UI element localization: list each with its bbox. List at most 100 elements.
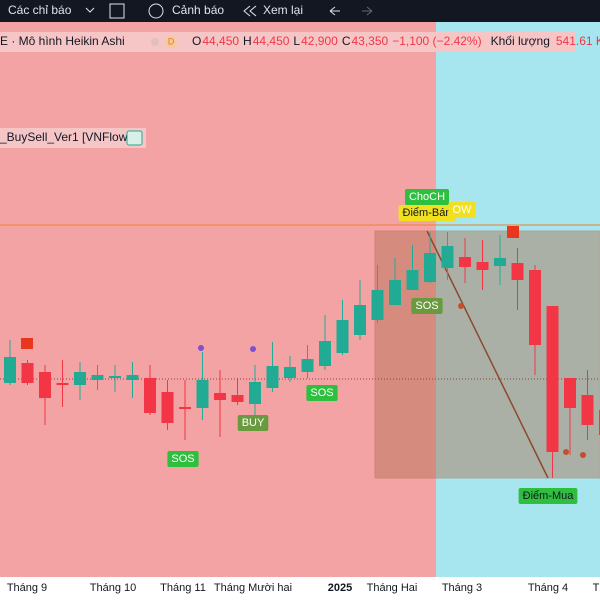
replay-icon[interactable] <box>243 5 257 17</box>
x-tick-label: Tháng 9 <box>7 582 47 594</box>
candle-body <box>39 372 51 398</box>
candle-body <box>564 378 576 408</box>
candle-body <box>424 253 436 282</box>
x-tick-label: 2025 <box>328 582 352 594</box>
ohlc-value: 43,350 <box>351 34 388 48</box>
x-tick-label: Tháng Hai <box>367 582 418 594</box>
candle-body <box>214 393 226 400</box>
layout-icon[interactable] <box>109 3 125 19</box>
alert-icon[interactable] <box>148 3 164 19</box>
time-axis <box>0 577 600 600</box>
candle-body <box>144 378 156 413</box>
ohlc-label: O <box>192 34 201 48</box>
candle-body <box>4 357 16 383</box>
signal-label: Điểm-Bán <box>403 207 452 219</box>
marker <box>198 345 204 351</box>
ohlc-value: 44,450 <box>202 34 239 48</box>
candle-body <box>354 305 366 335</box>
x-tick-label: Tháng 10 <box>90 582 136 594</box>
candle-body <box>196 380 209 408</box>
signal-label: SOS <box>171 453 194 465</box>
candle-body <box>494 258 506 266</box>
candle-body <box>126 375 139 380</box>
signal-badge <box>306 385 338 401</box>
ohlc-label: C <box>342 34 351 48</box>
dropdown-icon[interactable] <box>85 7 95 13</box>
candle-body <box>459 257 471 267</box>
symbol-name: E · Mô hình Heikin Ashi <box>0 34 125 48</box>
source-icon[interactable] <box>126 130 143 146</box>
x-tick-label: Tháng Mười hai <box>214 582 292 594</box>
candle-body <box>319 341 331 366</box>
signal-badge <box>167 451 199 467</box>
x-tick-label: Tháng 3 <box>442 582 482 594</box>
x-tick-label: T <box>593 582 600 594</box>
candle-body <box>581 395 594 425</box>
annotations: SOS BUY SOS SOS ChoCH Điểm-Bán OW Điểm-Mua <box>167 189 578 504</box>
ohlc-label: L <box>293 34 300 48</box>
signal-label: OW <box>453 204 473 216</box>
signal-badge <box>518 488 578 504</box>
signal-badge <box>448 202 476 218</box>
pink-zone <box>0 22 436 577</box>
candle-body <box>511 263 524 280</box>
candle-body <box>56 383 69 385</box>
signal-label: BUY <box>242 417 265 429</box>
replay-button[interactable]: Xem lại <box>263 3 303 17</box>
marker <box>580 452 586 458</box>
candle-body <box>249 382 261 404</box>
status-dot <box>151 38 159 46</box>
candle-body <box>546 306 559 452</box>
marker <box>458 303 464 309</box>
ohlc-value: 44,450 <box>253 34 290 48</box>
marker <box>250 346 256 352</box>
marker <box>563 449 569 455</box>
candle-body <box>336 320 349 353</box>
indicators-button[interactable]: Các chỉ báo <box>8 3 72 17</box>
volume-value: 541.61 K <box>556 34 600 48</box>
candle-body <box>266 366 279 388</box>
x-tick-label: Tháng 11 <box>160 582 206 594</box>
x-tick-label: Tháng 4 <box>528 582 568 594</box>
signal-label: SOS <box>310 387 333 399</box>
candle-body <box>284 367 296 378</box>
candle-body <box>441 246 454 268</box>
candle-body <box>529 270 541 345</box>
signal-badge <box>237 415 269 431</box>
legend-bar <box>0 32 575 52</box>
candle-body <box>389 280 401 305</box>
candle-body <box>179 407 191 409</box>
signal-label: Điểm-Mua <box>523 490 575 502</box>
indicator-name: _BuySell_Ver1 [VNFlow] <box>0 130 131 144</box>
signal-label: ChoCH <box>409 191 445 203</box>
candle-body <box>476 262 489 270</box>
marker <box>21 338 33 349</box>
signal-badge <box>411 298 443 314</box>
toolbar <box>0 0 600 22</box>
alerts-button[interactable]: Cảnh báo <box>172 3 224 17</box>
marker <box>507 226 519 238</box>
price-change: −1,100 (−2.42%) <box>392 34 481 48</box>
interval-badge <box>165 36 177 48</box>
ohlc-label: H <box>243 34 252 48</box>
signal-label: SOS <box>415 300 438 312</box>
undo-icon[interactable] <box>329 6 340 16</box>
candle-body <box>109 376 121 378</box>
signal-badge <box>404 189 450 205</box>
candle-body <box>161 392 174 423</box>
candle-body <box>406 270 419 290</box>
candle-body <box>231 395 244 402</box>
x-axis: Tháng 9 Tháng 10 Tháng 11 Tháng Mười hai 202… <box>7 582 600 594</box>
candle-body <box>21 363 34 383</box>
signal-badge <box>398 205 456 221</box>
ohlc-value: 42,900 <box>301 34 338 48</box>
ohlc: O 44,450 H 44,450 L 42,900 C 43,350 −1,100 (−2.4… <box>192 34 600 48</box>
redo-icon[interactable] <box>362 6 373 16</box>
volume-label: Khối lượng <box>491 34 550 48</box>
candle-body <box>74 372 86 385</box>
indicator-bar <box>0 128 146 148</box>
candle-body <box>91 375 104 380</box>
candles <box>4 232 600 478</box>
candle-body <box>301 359 314 372</box>
